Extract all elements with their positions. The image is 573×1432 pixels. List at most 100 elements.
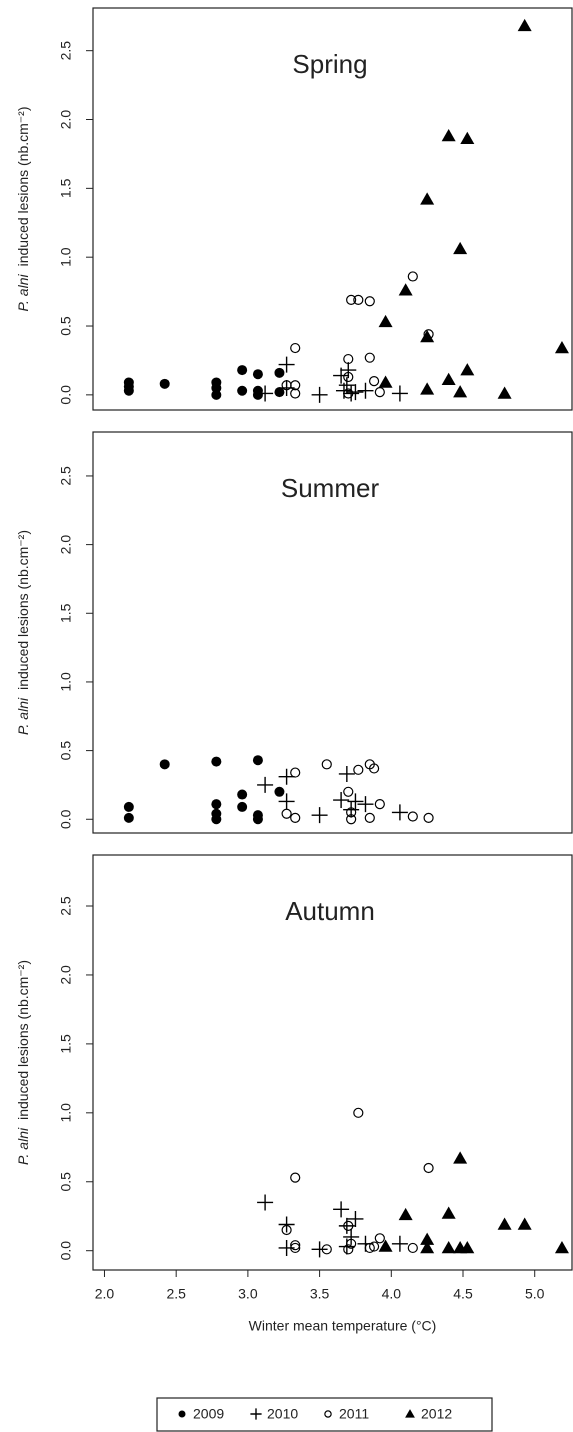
y-tick-label: 2.0 — [58, 110, 74, 130]
point — [333, 1201, 350, 1218]
point — [274, 387, 285, 398]
point — [391, 1235, 408, 1252]
point — [497, 1217, 512, 1230]
point — [252, 369, 263, 380]
point — [290, 812, 301, 823]
point — [290, 1172, 301, 1183]
point — [353, 764, 364, 775]
point — [364, 1242, 375, 1254]
panel-frame — [92, 854, 573, 1271]
point — [347, 1210, 364, 1227]
point — [274, 367, 285, 378]
point — [340, 362, 357, 379]
legend-label: 2010 — [267, 1406, 298, 1422]
point — [343, 1244, 354, 1255]
point — [441, 1240, 456, 1254]
legend-frame — [156, 1397, 493, 1432]
point — [338, 1217, 355, 1234]
point — [497, 386, 512, 399]
point — [391, 385, 408, 402]
point — [257, 385, 274, 402]
point — [321, 1244, 332, 1255]
point — [311, 1241, 328, 1258]
point — [211, 377, 222, 388]
point — [290, 1242, 301, 1254]
point — [460, 363, 475, 376]
point — [211, 799, 222, 810]
point — [257, 776, 274, 793]
point — [368, 763, 380, 774]
x-tick-label: 5.0 — [525, 1286, 545, 1302]
point — [407, 811, 418, 822]
point — [311, 386, 328, 403]
y-tick-label: 1.5 — [58, 603, 74, 623]
y-axis-label-species: P. alni — [15, 1127, 31, 1165]
point — [123, 812, 134, 823]
point — [353, 1107, 364, 1118]
point — [343, 385, 360, 402]
point — [374, 799, 385, 810]
legend-label: 2012 — [421, 1406, 452, 1422]
point — [237, 801, 248, 812]
point — [311, 807, 328, 824]
y-axis-label-species: P. alni — [15, 274, 31, 312]
y-tick-label: 2.5 — [58, 41, 74, 61]
point — [338, 765, 355, 782]
y-tick-label: 0.0 — [58, 809, 74, 829]
point — [281, 1224, 292, 1236]
point — [441, 1206, 456, 1219]
x-tick-label: 2.5 — [166, 1286, 186, 1302]
point — [252, 755, 263, 766]
point — [364, 812, 375, 823]
point — [378, 375, 393, 388]
point — [123, 801, 134, 812]
point — [343, 371, 354, 383]
legend-marker — [178, 1410, 186, 1418]
point — [554, 1240, 569, 1254]
point — [441, 372, 456, 385]
point — [290, 767, 301, 778]
legend-marker — [250, 1408, 262, 1420]
point — [368, 1241, 380, 1252]
point — [281, 808, 292, 819]
panel-frame — [92, 431, 573, 834]
point — [420, 1240, 435, 1254]
point — [343, 388, 354, 399]
point — [346, 1238, 357, 1249]
point — [211, 756, 222, 767]
point — [357, 796, 374, 813]
y-axis-label: P. alni induced lesions (nb.cm⁻²) — [15, 530, 31, 735]
legend-marker — [324, 1410, 332, 1418]
point — [374, 1233, 385, 1244]
y-axis-label: P. alni induced lesions (nb.cm⁻²) — [15, 106, 31, 311]
point — [343, 353, 354, 365]
point — [420, 192, 435, 205]
point — [347, 384, 364, 401]
y-axis-label-text: induced lesions (nb.cm⁻²) — [15, 960, 31, 1120]
point — [460, 1240, 475, 1254]
x-tick-label: 2.0 — [95, 1286, 115, 1302]
point — [453, 1151, 468, 1164]
point — [517, 1217, 532, 1230]
y-axis-label-text: induced lesions (nb.cm⁻²) — [15, 106, 31, 266]
y-tick-label: 1.5 — [58, 1034, 74, 1054]
point — [346, 807, 357, 818]
panel-frame — [92, 7, 573, 411]
legend-label: 2011 — [339, 1406, 369, 1422]
y-axis-label: P. alni induced lesions (nb.cm⁻²) — [15, 960, 31, 1165]
y-tick-label: 0.5 — [58, 316, 74, 336]
point — [252, 814, 263, 825]
point — [407, 271, 418, 282]
point — [321, 759, 332, 770]
point — [343, 786, 354, 797]
point — [343, 1228, 360, 1245]
point — [211, 389, 222, 400]
point — [343, 1220, 354, 1231]
x-tick-label: 4.5 — [453, 1286, 473, 1302]
point — [554, 341, 569, 354]
point — [364, 296, 375, 307]
point — [237, 365, 248, 376]
point — [407, 1242, 418, 1254]
point — [378, 1239, 393, 1252]
